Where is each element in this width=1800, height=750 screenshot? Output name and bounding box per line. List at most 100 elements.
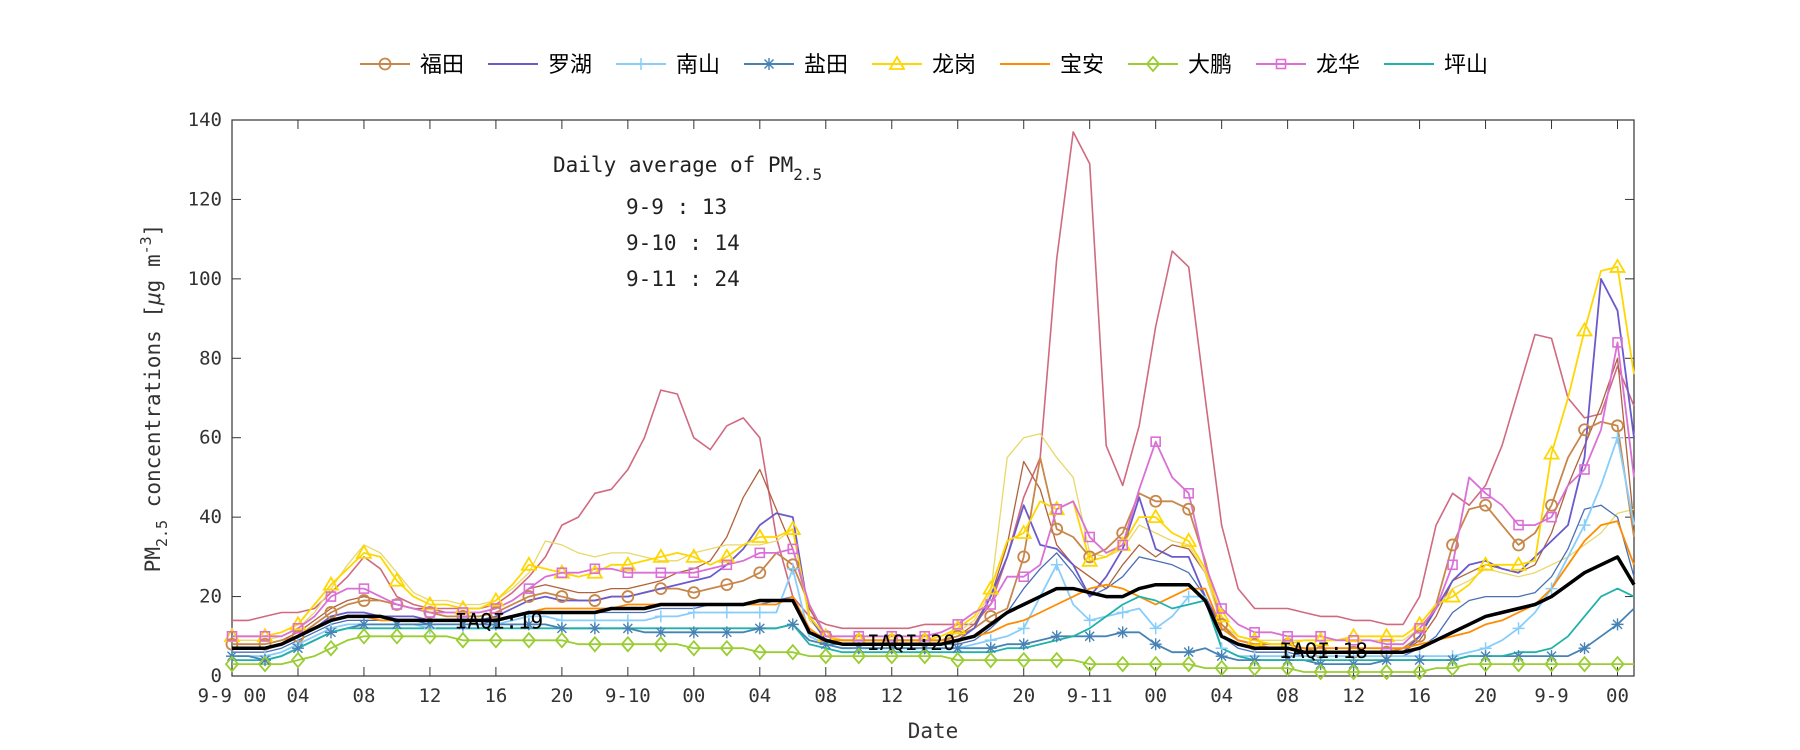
series-point-大鹏 (1214, 659, 1229, 677)
y-tick-label: 80 (199, 347, 222, 369)
series-point-南山 (687, 606, 700, 619)
series-point-大鹏 (851, 647, 866, 665)
series-point-南山 (1116, 606, 1129, 619)
series-point-大鹏 (1313, 663, 1328, 681)
series-point-盐田 (258, 654, 271, 667)
series-point-盐田 (1182, 646, 1195, 659)
series-point-龙华 (1480, 488, 1491, 499)
annotation-row-9-10: 9-10 : 14 (626, 231, 740, 255)
series-point-大鹏 (917, 647, 932, 665)
series-point-大鹏 (719, 639, 735, 657)
series-point-大鹏 (257, 655, 273, 673)
series-point-大鹏 (554, 631, 570, 649)
y-axis-ticks: 0 20 40 60 80 100 120 140 (188, 109, 1634, 687)
legend-marker-大鹏 (1145, 55, 1161, 73)
series-point-龙华 (622, 567, 634, 579)
series-layer (232, 131, 1635, 673)
series-point-盐田 (555, 622, 568, 635)
series-point-福田 (984, 610, 998, 623)
series-point-盐田 (1215, 650, 1228, 663)
series-point-盐田 (951, 642, 964, 655)
series-point-大鹏 (785, 643, 800, 661)
series-point-龙岗 (718, 548, 736, 563)
x-tick-label: 20 (1012, 685, 1035, 707)
series-point-龙华 (1051, 503, 1063, 515)
series-point-南山 (1512, 622, 1525, 635)
series-point-龙华 (358, 583, 370, 594)
x-tick-label: 20 (1474, 685, 1497, 707)
series-point-大鹏 (752, 643, 767, 661)
series-point-大鹏 (1148, 655, 1163, 673)
series-point-龙岗 (421, 595, 439, 611)
series-point-南山 (1182, 590, 1195, 603)
legend-label-龙岗: 龙岗 (932, 53, 976, 78)
y-tick-label: 20 (199, 586, 222, 608)
series-point-龙岗 (1246, 631, 1264, 647)
x-tick-label: 00 (1144, 685, 1167, 707)
series-point-龙华 (1513, 519, 1524, 531)
series-point-福田 (390, 598, 404, 611)
series-point-龙华 (1315, 630, 1326, 642)
series-point-南山 (1083, 614, 1096, 627)
legend-label-宝安: 宝安 (1060, 53, 1104, 78)
series-point-龙岗 (1509, 556, 1528, 571)
series-point-龙华 (523, 583, 535, 594)
series-point-盐田 (1413, 654, 1426, 667)
legend-label-龙华: 龙华 (1316, 53, 1360, 78)
series-point-龙华 (391, 599, 403, 610)
series-point-大鹏 (1016, 651, 1031, 669)
series-point-盐田 (1116, 626, 1129, 639)
series-point-大鹏 (1181, 655, 1196, 673)
series-point-大鹏 (818, 647, 833, 665)
series-point-大鹏 (1346, 663, 1361, 681)
series-point-龙华 (952, 619, 964, 630)
series-point-龙华 (589, 563, 601, 575)
series-point-龙华 (1612, 337, 1623, 348)
series-point-福田 (1182, 502, 1196, 516)
series-point-盐田 (1149, 638, 1162, 651)
series-point-龙岗 (751, 528, 769, 543)
series-point-龙华 (1216, 603, 1227, 614)
marker-layer (223, 258, 1636, 681)
series-point-龙岗 (1608, 258, 1627, 273)
series-point-盐田 (423, 618, 436, 631)
series-point-龙华 (919, 630, 931, 642)
series-point-龙岗 (1542, 444, 1561, 460)
series-point-龙华 (787, 543, 799, 555)
series-point-福田 (1083, 550, 1097, 564)
series-point-大鹏 (1511, 655, 1526, 673)
x-tick-label: 04 (287, 685, 310, 707)
y-axis-label: PM2.5 concentrations [μg m-3] (137, 224, 171, 573)
series-point-南山 (1050, 558, 1063, 571)
series-point-大鹏 (950, 651, 965, 669)
series-point-龙华 (457, 607, 469, 618)
series-point-龙岗 (322, 575, 340, 591)
series-point-龙华 (1579, 464, 1590, 475)
series-point-龙岗 (949, 619, 967, 635)
series-point-龙华 (754, 547, 766, 559)
x-tick-label: 16 (946, 685, 969, 707)
series-point-南山 (753, 606, 766, 619)
x-tick-label: 16 (484, 685, 507, 707)
series-point-盐田 (753, 622, 766, 635)
x-tick-label: 00 (1606, 685, 1629, 707)
series-point-福田 (1446, 538, 1459, 552)
x-tick-label: 04 (1210, 685, 1233, 707)
series-point-大鹏 (290, 651, 306, 669)
iaqi-labels: IAQI:19 IAQI:20 IAQI:18 (455, 609, 1368, 663)
annotation-title: Daily average of PM2.5 (553, 153, 822, 184)
series-point-龙岗 (982, 579, 1000, 595)
series-point-南山 (786, 562, 799, 575)
series-point-福田 (654, 582, 668, 596)
series-point-大鹏 (1280, 659, 1295, 677)
series-point-龙华 (226, 630, 238, 642)
series-point-龙岗 (355, 544, 373, 559)
series-point-大鹏 (620, 635, 636, 653)
series-point-大鹏 (1082, 655, 1097, 673)
series-point-福田 (1479, 498, 1492, 512)
series-point-盐田 (390, 618, 403, 631)
series-point-龙岗 (487, 591, 505, 607)
series-point-盐田 (522, 618, 535, 631)
x-tick-label: 08 (353, 685, 376, 707)
series-point-龙华 (886, 630, 898, 642)
